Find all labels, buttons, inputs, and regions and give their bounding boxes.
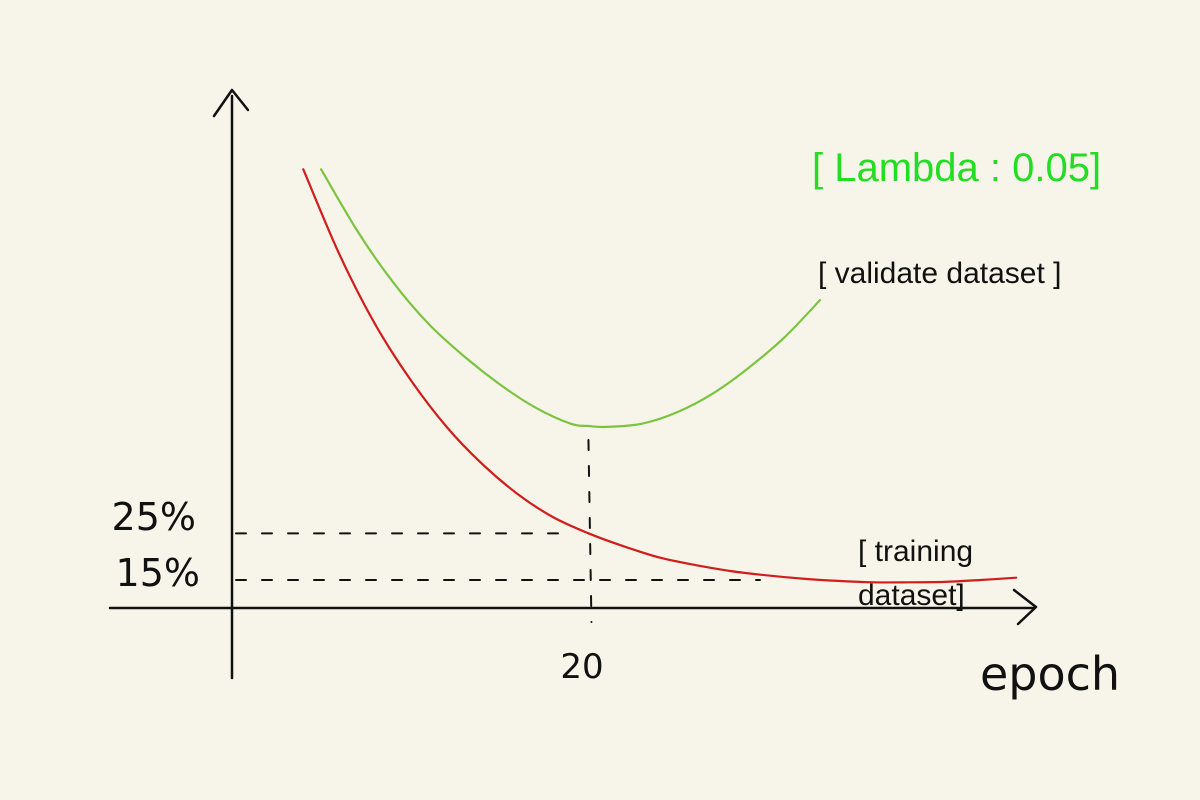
legend-training-line1: [ training [858,535,973,568]
training-loss-line [302,168,1018,584]
x-axis-arrow [1012,588,1038,626]
reference-lines [235,439,761,623]
series-layer [302,168,1018,584]
legend-validate: [ validate dataset ] [818,257,1062,290]
validate-loss-line [320,168,822,429]
y-tick-label: 15% [116,551,200,595]
legend-training: [ training dataset] [858,535,981,612]
x-tick-label: 20 [560,647,603,687]
y-axis-arrow [212,88,250,118]
chart-title: [ Lambda : 0.05] [812,146,1101,190]
y-tick-label: 25% [112,495,196,539]
axes [108,88,1038,680]
legend-training-line2: dataset] [858,579,965,612]
vertical-reference-line [587,439,593,623]
x-axis-label: epoch [980,647,1120,701]
